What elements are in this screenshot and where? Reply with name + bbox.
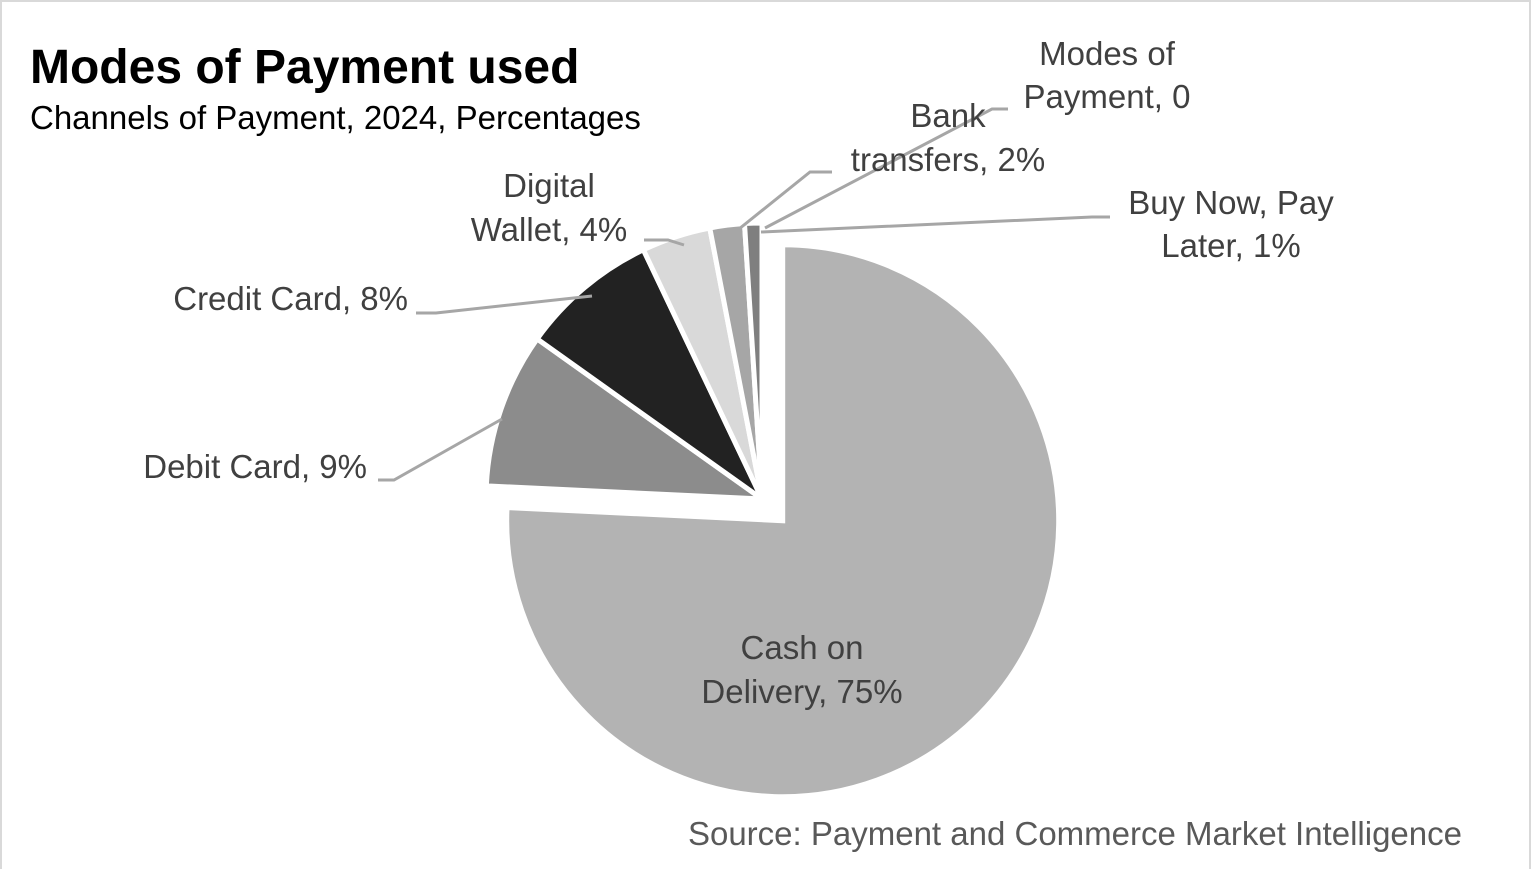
leader-line-credit-card xyxy=(416,294,593,315)
leader-line-debit-card xyxy=(378,417,503,482)
slice-label-modes-of-payment: Modes of Payment, 0 xyxy=(1024,35,1191,115)
leader-line-digital-wallet xyxy=(644,238,685,247)
slice-label-cash-on-delivery: Cash on Delivery, 75% xyxy=(701,629,902,710)
slice-labels: Cash on Delivery, 75% Debit Card, 9% Credit… xyxy=(143,35,1334,710)
chart-subtitle: Channels of Payment, 2024, Percentages xyxy=(30,99,641,136)
slice-label-digital-wallet: Digital Wallet, 4% xyxy=(471,167,628,248)
slice-label-credit-card: Credit Card, 8% xyxy=(173,280,408,317)
chart-title: Modes of Payment used xyxy=(30,41,580,94)
leader-line-bank-transfers xyxy=(733,170,832,235)
pie-slice-debit-card xyxy=(483,335,771,502)
pie-slice-credit-card xyxy=(533,246,769,507)
slice-label-debit-card: Debit Card, 9% xyxy=(143,448,367,485)
chart-source: Source: Payment and Commerce Market Inte… xyxy=(687,815,1462,852)
slice-label-bank-transfers: Bank transfers, 2% xyxy=(851,97,1045,178)
leader-lines xyxy=(378,107,1110,482)
leader-line-modes-of-payment xyxy=(764,107,1008,230)
pie-slices xyxy=(483,220,1062,800)
pie-slice-cash-on-delivery xyxy=(504,242,1062,800)
leader-line-buy-now-pay-later xyxy=(760,215,1110,234)
slice-label-buy-now-pay-later: Buy Now, Pay Later, 1% xyxy=(1128,184,1334,264)
